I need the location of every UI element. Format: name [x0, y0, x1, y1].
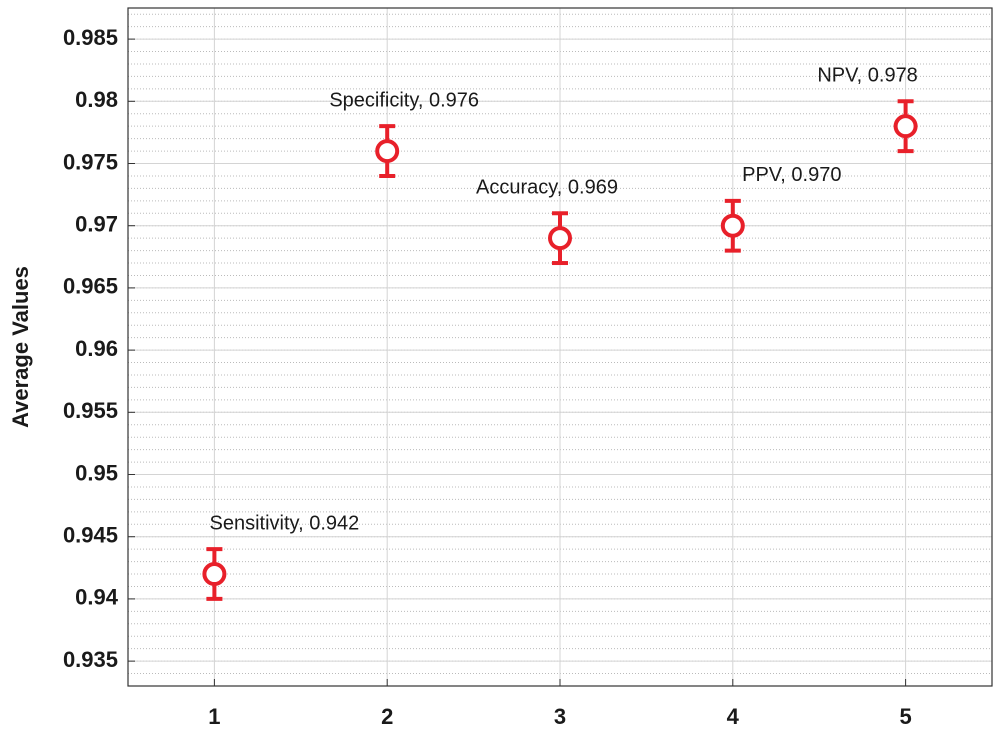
annotation: NPV, 0.978 — [817, 64, 917, 86]
x-tick-label: 2 — [381, 704, 393, 729]
y-tick-label: 0.96 — [75, 336, 118, 361]
marker — [202, 562, 227, 587]
marker — [893, 114, 918, 139]
y-tick-label: 0.94 — [75, 585, 119, 610]
x-tick-label: 3 — [554, 704, 566, 729]
annotation: Accuracy, 0.969 — [476, 176, 618, 198]
x-tick-label: 5 — [899, 704, 911, 729]
marker — [375, 139, 400, 164]
y-tick-label: 0.965 — [63, 274, 118, 299]
y-axis-label: Average Values — [8, 266, 33, 428]
marker — [720, 213, 745, 238]
annotation: Specificity, 0.976 — [329, 89, 479, 111]
y-tick-label: 0.98 — [75, 87, 118, 112]
y-tick-label: 0.95 — [75, 460, 118, 485]
plot-frame — [127, 7, 993, 687]
y-tick-label: 0.955 — [63, 398, 118, 423]
x-tick-label: 1 — [208, 704, 220, 729]
marker — [548, 226, 572, 251]
y-tick-label: 0.97 — [75, 212, 118, 237]
y-tick-label: 0.945 — [63, 523, 118, 548]
y-tick-label: 0.975 — [63, 149, 118, 174]
x-tick-label: 4 — [727, 704, 740, 729]
y-tick-label: 0.935 — [63, 647, 118, 672]
annotation: Sensitivity, 0.942 — [210, 512, 360, 534]
y-tick-label: 0.985 — [63, 25, 118, 50]
annotation: PPV, 0.970 — [742, 164, 841, 186]
